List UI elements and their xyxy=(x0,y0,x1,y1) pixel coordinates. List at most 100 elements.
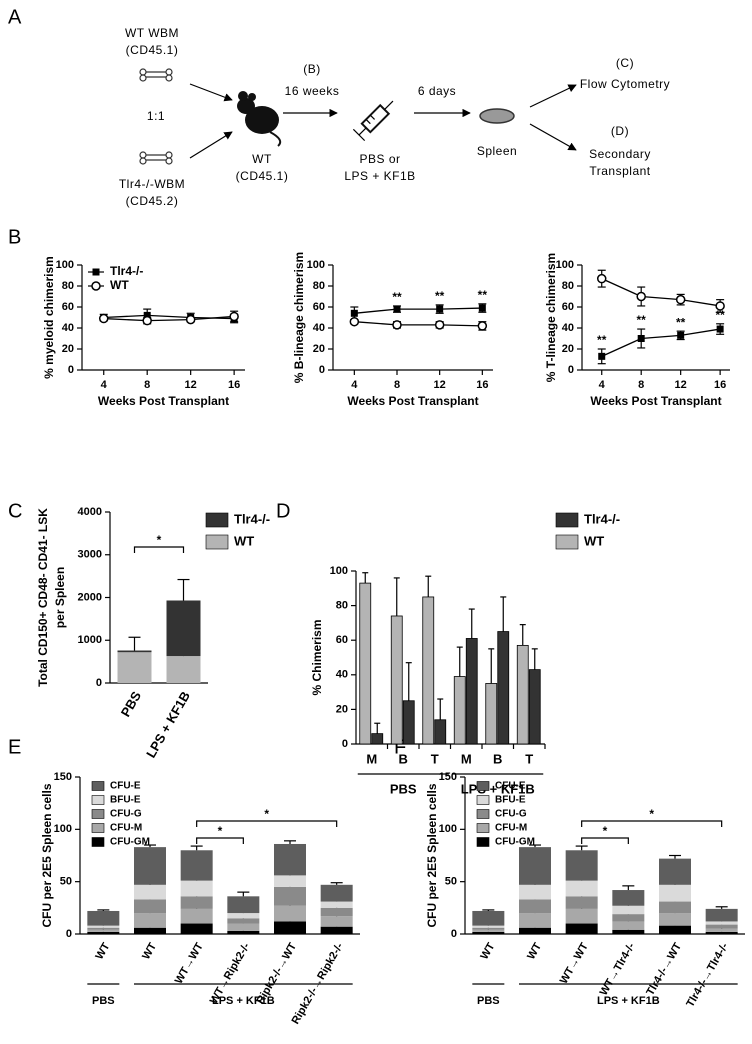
significance-bracket xyxy=(196,837,244,844)
bar xyxy=(359,582,372,745)
mouse-icon xyxy=(237,91,282,147)
x-tick-label: Tlr4-/-→Tlr4-/- xyxy=(684,941,731,1010)
bar-segment xyxy=(320,884,353,902)
y-tick-label: 100 xyxy=(330,565,348,577)
marker xyxy=(393,305,401,313)
bar-segment xyxy=(166,600,201,657)
y-tick-label: 0 xyxy=(68,364,74,376)
y-axis-label: % myeloid chimerism xyxy=(42,256,56,379)
legend-swatch xyxy=(91,837,105,847)
bar-segment xyxy=(274,843,306,876)
marker xyxy=(436,305,444,313)
y-axis-label: per Spleen xyxy=(53,567,67,628)
bar-segment xyxy=(472,929,505,932)
legend-label: BFU-E xyxy=(110,795,141,806)
bar xyxy=(434,719,447,745)
diagram-text: (CD45.2) xyxy=(126,194,179,208)
bar-segment xyxy=(180,850,213,881)
y-tick-label: 0 xyxy=(66,928,72,940)
bar-segment xyxy=(705,921,738,925)
bar-segment xyxy=(612,905,645,915)
x-axis-label: Weeks Post Transplant xyxy=(98,394,229,408)
bar-segment xyxy=(320,916,353,927)
legend-label: WT xyxy=(584,533,604,548)
legend-label: CFU-GM xyxy=(495,837,535,848)
y-tick-label: 60 xyxy=(62,301,74,313)
y-tick-label: 40 xyxy=(313,322,325,334)
y-axis-label: % T-lineage chimerism xyxy=(544,253,558,382)
bar-segment xyxy=(565,880,598,897)
y-tick-label: 4000 xyxy=(78,506,102,518)
arrow xyxy=(529,123,577,151)
bar-segment xyxy=(659,901,691,914)
marker xyxy=(598,352,606,360)
x-tick-label: 4 xyxy=(101,379,108,391)
x-tick-label: WT xyxy=(94,941,113,962)
y-tick-label: 50 xyxy=(60,876,72,888)
y-axis-label: % Chimerism xyxy=(310,619,324,695)
x-tick-label: 16 xyxy=(228,379,240,391)
bar-segment xyxy=(519,913,551,928)
x-tick-label: B xyxy=(493,751,502,766)
diagram-text: (B) xyxy=(303,62,321,76)
x-tick-label: B xyxy=(399,751,408,766)
bar-segment xyxy=(274,921,306,934)
marker xyxy=(349,316,360,327)
bar xyxy=(422,596,435,745)
marker xyxy=(350,309,358,317)
bar-segment xyxy=(87,931,120,934)
bar-segment xyxy=(612,890,645,906)
x-tick-label: 12 xyxy=(185,379,197,391)
bar-segment xyxy=(472,910,505,926)
x-tick-label: 8 xyxy=(144,379,150,391)
bar-segment xyxy=(134,847,166,885)
bar xyxy=(497,631,510,745)
bar xyxy=(390,615,403,745)
y-tick-label: 150 xyxy=(439,771,457,783)
diagram-text: 1:1 xyxy=(147,109,165,123)
diagram-text: (CD45.1) xyxy=(236,169,289,183)
significance: * xyxy=(649,807,654,821)
bar-segment xyxy=(705,924,738,929)
y-tick-label: 20 xyxy=(313,343,325,355)
legend-swatch xyxy=(205,512,229,528)
significance-bracket xyxy=(196,820,338,827)
bar-segment xyxy=(659,858,691,885)
marker xyxy=(675,294,686,305)
bar-segment xyxy=(565,850,598,881)
legend-marker xyxy=(91,281,101,291)
y-axis-label: Total CD150+ CD48- CD41- LSK xyxy=(36,508,50,687)
y-axis-label: CFU per 2E5 Spleen cells xyxy=(40,783,54,927)
group-label: PBS xyxy=(390,781,417,796)
legend-swatch xyxy=(476,795,490,805)
legend-label: CFU-E xyxy=(110,781,141,792)
marker xyxy=(143,311,151,319)
x-tick-label: T xyxy=(431,751,439,766)
bar-segment xyxy=(320,926,353,934)
significance: ** xyxy=(676,315,686,329)
significance: * xyxy=(218,824,223,838)
y-tick-label: 20 xyxy=(562,343,574,355)
y-tick-label: 100 xyxy=(54,823,72,835)
x-tick-label: 4 xyxy=(351,379,358,391)
y-tick-label: 60 xyxy=(562,301,574,313)
x-tick-label: M xyxy=(366,751,377,766)
bar-segment xyxy=(180,923,213,934)
legend-label: CFU-E xyxy=(495,781,526,792)
y-tick-label: 0 xyxy=(96,677,102,689)
x-tick-label: PBS xyxy=(118,688,145,719)
series-line xyxy=(601,328,721,357)
bar xyxy=(465,638,478,745)
legend-label: Tlr4-/- xyxy=(234,511,270,526)
y-tick-label: 50 xyxy=(445,876,457,888)
bar-segment xyxy=(705,908,738,922)
marker xyxy=(229,311,239,322)
legend-label: CFU-M xyxy=(495,823,527,834)
significance-bracket xyxy=(581,837,629,844)
spleen-icon xyxy=(479,108,515,124)
bar xyxy=(528,669,541,745)
bar-segment xyxy=(87,910,120,926)
bar-segment xyxy=(519,884,551,900)
bar-segment xyxy=(274,875,306,887)
x-tick-label: 8 xyxy=(394,379,400,391)
